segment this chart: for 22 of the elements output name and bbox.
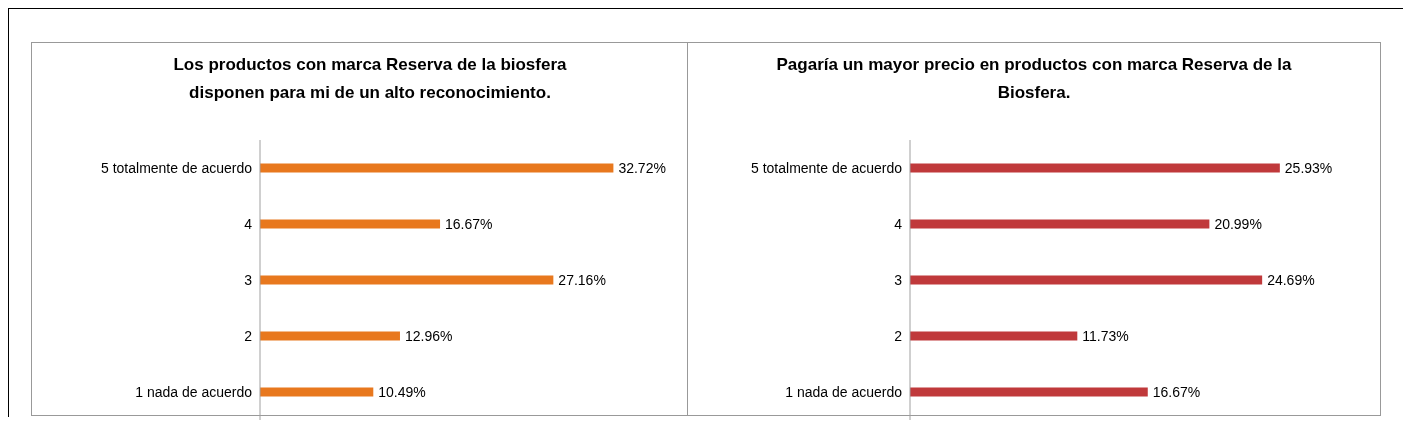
data-label: 20.99%	[1214, 215, 1262, 232]
data-label: 24.69%	[1267, 271, 1315, 288]
y-tick-label: 5 totalmente de acuerdo	[751, 159, 903, 176]
data-label: 12.96%	[404, 327, 453, 344]
data-label: 25.93%	[1284, 159, 1333, 176]
data-label: 16.67%	[1152, 383, 1201, 400]
data-label: 10.49%	[378, 383, 426, 400]
y-tick-label: 1 nada de acuerdo	[135, 383, 253, 400]
y-tick-label: 5 totalmente de acuerdo	[101, 159, 253, 176]
data-label: 11.73%	[1082, 327, 1129, 344]
y-tick-label: 4	[894, 215, 903, 232]
data-label: 32.72%	[618, 159, 666, 176]
chart-title: Los productos con marca Reserva de la biosfera disponen para mi de un alto reconocimiento.	[172, 54, 568, 104]
y-tick-label: 3	[894, 271, 903, 288]
y-tick-label: 4	[244, 215, 253, 232]
y-tick-label: 1 nada de acuerdo	[785, 383, 903, 400]
data-label: 16.67%	[445, 215, 493, 232]
y-tick-label: 2	[244, 327, 253, 344]
y-tick-label: 2	[894, 327, 903, 344]
y-tick-label: 3	[244, 271, 253, 288]
data-label: 27.16%	[558, 271, 606, 288]
chart-title: Pagaría un mayor precio en productos con marca Reserva de la Biosfera.	[775, 54, 1293, 104]
